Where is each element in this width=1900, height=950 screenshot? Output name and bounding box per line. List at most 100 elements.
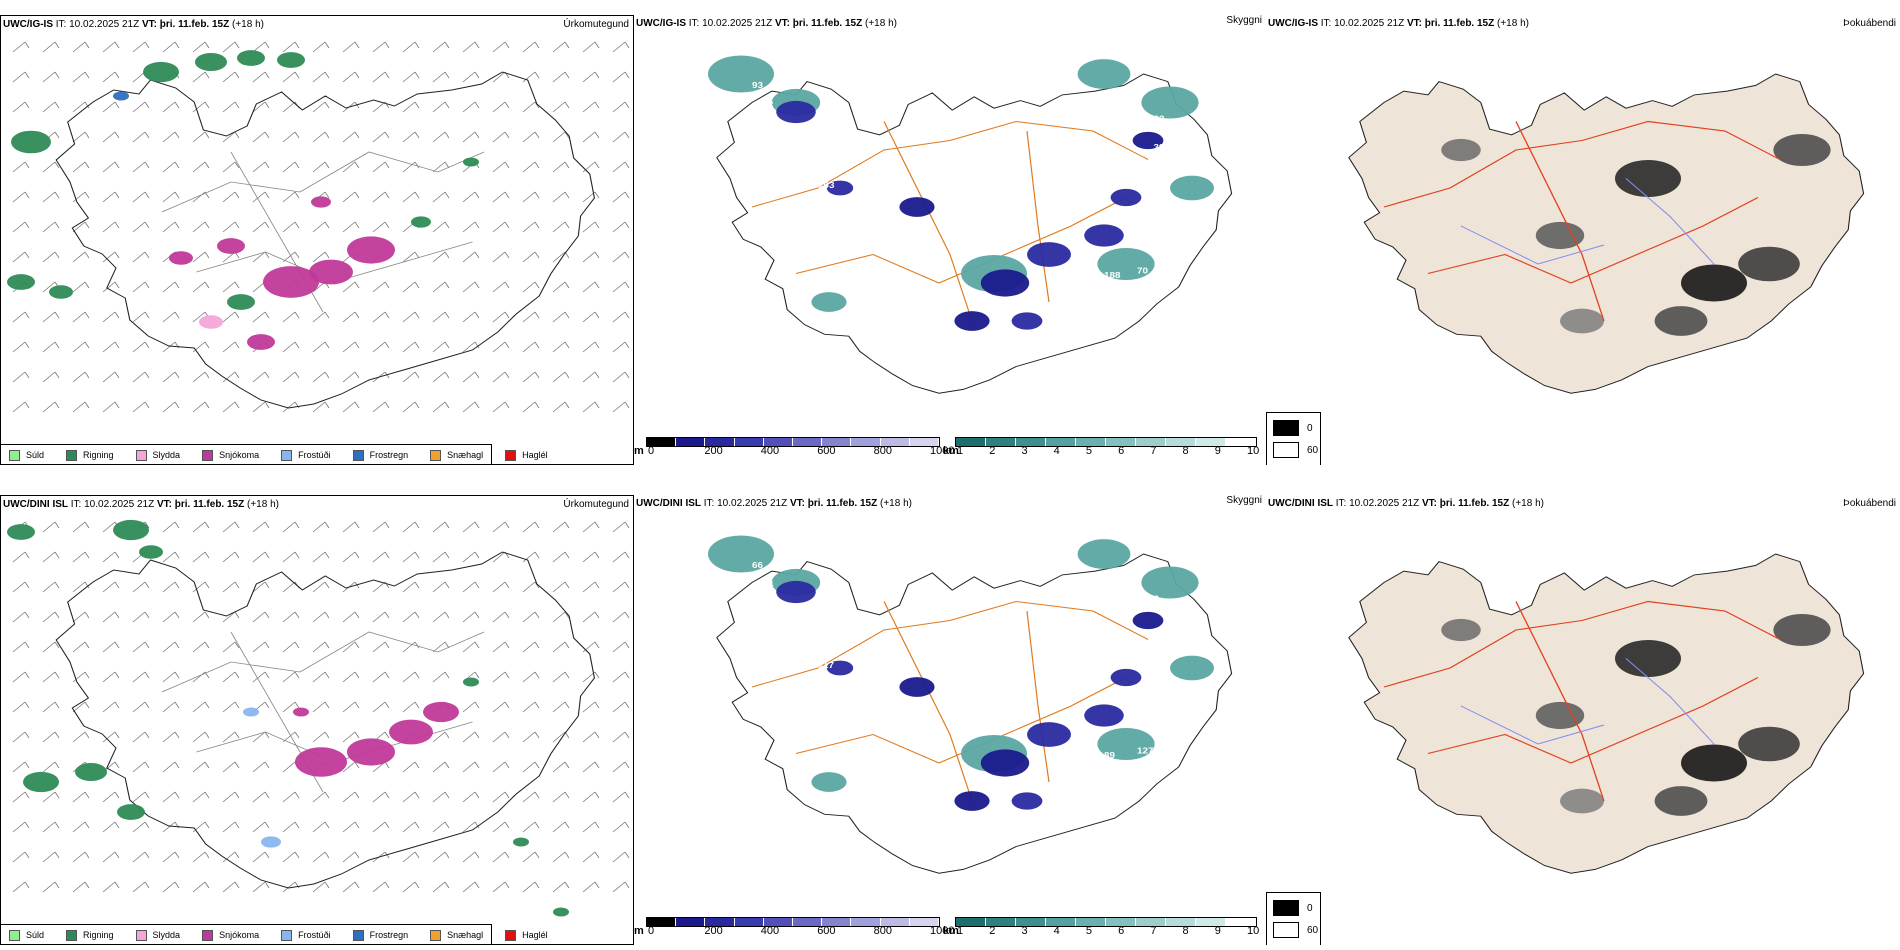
wind-barb bbox=[342, 821, 356, 833]
rivers bbox=[1460, 658, 1715, 745]
wind-barb bbox=[102, 521, 116, 533]
height-label: 58 bbox=[1165, 746, 1176, 755]
wind-barb bbox=[24, 791, 30, 799]
wind-barb bbox=[552, 581, 566, 593]
fog-area bbox=[1773, 133, 1831, 167]
wind-barb bbox=[462, 41, 476, 53]
wind-barbs bbox=[12, 521, 630, 893]
wind-barb bbox=[324, 41, 330, 49]
height-label: 51 bbox=[939, 366, 950, 375]
height-label: 65 bbox=[961, 375, 972, 384]
wind-barb bbox=[102, 341, 116, 353]
wind-barb bbox=[504, 251, 510, 259]
wind-barb bbox=[432, 191, 446, 203]
height-label: 70 bbox=[1137, 266, 1148, 275]
wind-barb bbox=[474, 101, 480, 109]
wind-barb bbox=[414, 671, 420, 679]
wind-barb bbox=[582, 71, 596, 83]
wind-barb bbox=[42, 581, 56, 593]
cloud-base-area bbox=[954, 311, 990, 331]
wind-barb bbox=[174, 881, 180, 889]
wind-barb bbox=[102, 641, 116, 653]
colorbar-step bbox=[792, 918, 823, 926]
wind-barb bbox=[612, 581, 626, 593]
precip-type-panel-bottom: UWC/DINI ISL IT: 10.02.2025 21Z VT: þri.… bbox=[0, 495, 634, 945]
wind-barb bbox=[432, 131, 446, 143]
wind-barb bbox=[312, 41, 326, 53]
wind-barb bbox=[534, 671, 540, 679]
wind-barb bbox=[42, 851, 56, 863]
wind-barb bbox=[594, 251, 600, 259]
wind-barb bbox=[54, 821, 60, 829]
wind-barb bbox=[42, 521, 56, 533]
wind-barb bbox=[174, 311, 180, 319]
colorbar-unit: m bbox=[634, 925, 644, 937]
wind-barb bbox=[144, 701, 150, 709]
colorbar-tick: 5 bbox=[1085, 925, 1092, 937]
wind-barb bbox=[102, 551, 116, 563]
wind-barb bbox=[462, 881, 476, 893]
precip-area bbox=[243, 707, 259, 717]
panel-header: UWC/DINI ISL IT: 10.02.2025 21Z VT: þri.… bbox=[1268, 498, 1544, 509]
fog-panel-top: UWC/IG-IS IT: 10.02.2025 21Z VT: þri. 11… bbox=[1266, 15, 1900, 465]
wind-barb bbox=[492, 251, 506, 263]
wind-barb bbox=[372, 701, 386, 713]
wind-barb bbox=[582, 221, 596, 233]
colorbar-step bbox=[880, 918, 910, 926]
wind-barb bbox=[474, 221, 480, 229]
wind-barb bbox=[282, 701, 296, 713]
wind-barb bbox=[522, 791, 536, 803]
wind-barb bbox=[522, 251, 536, 263]
wind-barb bbox=[132, 641, 146, 653]
wind-barb bbox=[534, 521, 540, 529]
wind-barb bbox=[564, 191, 570, 199]
wind-barb bbox=[552, 611, 566, 623]
wind-barb bbox=[84, 221, 90, 229]
wind-barb bbox=[522, 221, 536, 233]
precip-area bbox=[48, 285, 73, 299]
wind-barb bbox=[354, 791, 360, 799]
colorbar-step bbox=[1106, 438, 1136, 446]
fog-area bbox=[1535, 221, 1585, 250]
height-label: 60 bbox=[989, 356, 1000, 365]
wind-barb bbox=[204, 851, 210, 859]
wind-barb bbox=[582, 311, 596, 323]
wind-barb bbox=[174, 521, 180, 529]
colorbar-tick: 3 bbox=[1021, 925, 1028, 937]
wind-barb bbox=[174, 161, 180, 169]
cloud-base-panel-top: UWC/IG-IS IT: 10.02.2025 21Z VT: þri. 11… bbox=[634, 15, 1266, 465]
roads bbox=[1383, 600, 1781, 802]
wind-barb bbox=[492, 281, 506, 293]
wind-barb bbox=[204, 401, 210, 409]
fog-area bbox=[1738, 246, 1800, 282]
wind-barb bbox=[522, 191, 536, 203]
fog-legend-item: 0 bbox=[1269, 417, 1318, 439]
wind-barb bbox=[342, 671, 356, 683]
wind-barb bbox=[294, 701, 300, 709]
visibility-colorbar: km 1 2 3 4 5 6 7 8 9 10 bbox=[943, 437, 1263, 461]
wind-barb bbox=[462, 281, 476, 293]
wind-barb bbox=[102, 281, 116, 293]
wind-barb bbox=[612, 641, 626, 653]
wind-barb bbox=[174, 401, 180, 409]
wind-barb bbox=[84, 101, 90, 109]
wind-barb bbox=[432, 401, 446, 413]
wind-barb bbox=[552, 851, 566, 863]
wind-barb bbox=[534, 311, 540, 319]
wind-barb bbox=[132, 251, 146, 263]
wind-barb bbox=[612, 311, 626, 323]
wind-barb bbox=[534, 821, 540, 829]
colorbar-step bbox=[1136, 438, 1166, 446]
wind-barb bbox=[204, 731, 210, 739]
wind-barb bbox=[102, 221, 116, 233]
wind-barb bbox=[342, 551, 356, 563]
wind-barb bbox=[204, 341, 210, 349]
wind-barb bbox=[462, 761, 476, 773]
wind-barb bbox=[294, 161, 300, 169]
wind-barb bbox=[612, 761, 626, 773]
wind-barb bbox=[234, 851, 240, 859]
wind-barb bbox=[354, 341, 360, 349]
height-label: 89 bbox=[917, 770, 928, 779]
wind-barb bbox=[114, 161, 120, 169]
precip-area bbox=[246, 334, 275, 350]
